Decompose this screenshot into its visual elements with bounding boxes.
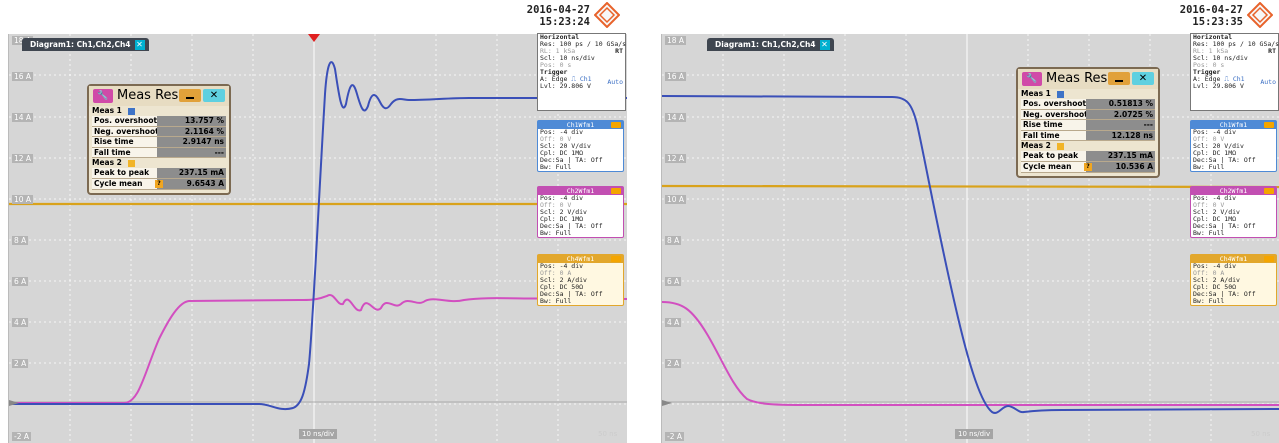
meas1-label: Meas 1 <box>1021 89 1051 98</box>
meas-row: Peak to peak 237.15 mA <box>92 168 226 179</box>
diagram-title: Diagram1: Ch1,Ch2,Ch4 <box>30 40 131 49</box>
meas-row: Cycle mean? 9.6543 A <box>92 178 226 190</box>
ground-marker-icon <box>9 400 19 406</box>
y-label: 4 A <box>12 318 29 327</box>
meas1-icon <box>127 107 135 115</box>
y-label: 8 A <box>12 236 29 245</box>
meas-row: Neg. overshoot 2.1164 % <box>92 126 226 138</box>
diagram-tab[interactable]: Diagram1: Ch1,Ch2,Ch4 ✕ <box>707 38 834 51</box>
ch2-wfm-panel[interactable]: Ch2Wfm1 Pos: -4 div Off: 0 V Scl: 2 V/div… <box>1190 186 1277 238</box>
timestamp-date: 2016-04-27 <box>1179 4 1243 16</box>
meas1-icon <box>1056 90 1064 98</box>
y-label: -2 A <box>665 432 684 441</box>
waveform-canvas <box>9 34 627 443</box>
diagram-title: Diagram1: Ch1,Ch2,Ch4 <box>715 40 816 49</box>
ch4-wfm-panel[interactable]: Ch4Wfm1 Pos: -4 div Off: 0 A Scl: 2 A/div… <box>537 254 624 306</box>
x-scale-label: 10 ns/div <box>299 429 338 439</box>
y-label: 16 A <box>12 72 34 81</box>
meas-title: Meas Resu <box>117 88 187 103</box>
ch2-trace <box>662 184 1279 189</box>
wrench-icon[interactable]: 🔧 <box>1022 72 1042 86</box>
meas-results-dialog[interactable]: 🔧 Meas Resu ✕ Meas 1 Pos. overshoot 0.518… <box>1016 67 1160 178</box>
y-label: 8 A <box>665 236 682 245</box>
ch4-trace <box>662 301 1279 406</box>
diagram-tab[interactable]: Diagram1: Ch1,Ch2,Ch4 ✕ <box>22 38 149 51</box>
y-label: 18 A <box>665 36 687 45</box>
meas-row: Pos. overshoot 0.51813 % <box>1021 99 1155 110</box>
right-scope-screenshot: 2016-04-27 15:23:35 <box>653 0 1279 443</box>
y-label: 10 A <box>12 195 34 204</box>
y-label: -2 A <box>12 432 31 441</box>
meas-row: Rise time --- <box>1021 120 1155 131</box>
ch1-trace <box>662 95 1279 414</box>
y-label: 12 A <box>665 154 687 163</box>
timestamp: 2016-04-27 15:23:24 <box>527 4 590 28</box>
y-label: 14 A <box>12 113 34 122</box>
meas-results-dialog[interactable]: 🔧 Meas Resu ✕ Meas 1 Pos. overshoot 13.75… <box>87 84 231 195</box>
meas-row: Fall time --- <box>92 147 226 159</box>
timestamp-date: 2016-04-27 <box>526 4 590 16</box>
ch1-trace <box>9 61 627 411</box>
y-label: 16 A <box>665 72 687 81</box>
close-icon[interactable]: ✕ <box>134 40 145 50</box>
x-end-label: 50 ns <box>1251 430 1271 438</box>
close-button[interactable]: ✕ <box>1132 72 1154 85</box>
timestamp-time: 15:23:24 <box>539 16 590 28</box>
grid <box>662 34 1279 443</box>
meas-row: Neg. overshoot 2.0725 % <box>1021 109 1155 121</box>
y-label: 12 A <box>12 154 34 163</box>
settings-panel: Horizontal Res: 100 ps / 10 GSa/s RL: 1 … <box>537 33 626 306</box>
horizontal-panel[interactable]: Horizontal Res: 100 ps / 10 GSa/s RL: 1 … <box>537 33 626 111</box>
y-label: 6 A <box>12 277 29 286</box>
ch2-wfm-panel[interactable]: Ch2Wfm1 Pos: -4 div Off: 0 V Scl: 2 V/div… <box>537 186 624 238</box>
rs-logo-icon <box>1247 2 1273 28</box>
waveform-canvas <box>662 34 1279 443</box>
y-label: 6 A <box>665 277 682 286</box>
close-icon[interactable]: ✕ <box>819 40 830 50</box>
waveform-diagram[interactable]: 18 A 16 A 14 A 12 A 10 A 8 A 6 A 4 A 2 A… <box>8 34 627 443</box>
timestamp: 2016-04-27 15:23:35 <box>1180 4 1243 28</box>
warning-icon: ? <box>1084 162 1092 171</box>
ch1-wfm-panel[interactable]: Ch1Wfm1 Pos: -4 div Off: 0 V Scl: 20 V/di… <box>537 120 624 172</box>
ch4-wfm-panel[interactable]: Ch4Wfm1 Pos: -4 div Off: 0 A Scl: 2 A/div… <box>1190 254 1277 306</box>
grid <box>9 34 627 443</box>
rs-logo-icon <box>594 2 620 28</box>
meas1-label: Meas 1 <box>92 106 122 115</box>
horizontal-panel[interactable]: Horizontal Res: 100 ps / 10 GSa/s RL: 1 … <box>1190 33 1279 111</box>
left-scope-screenshot: 2016-04-27 15:23:24 <box>0 0 627 443</box>
ch4-trace <box>9 294 627 404</box>
x-end-label: 50 ns <box>598 430 618 438</box>
ch1-wfm-panel[interactable]: Ch1Wfm1 Pos: -4 div Off: 0 V Scl: 20 V/di… <box>1190 120 1277 172</box>
minimize-button[interactable] <box>1108 72 1130 85</box>
meas-row: Fall time 12.128 ns <box>1021 130 1155 142</box>
ground-marker-icon <box>662 400 672 406</box>
meas2-label: Meas 2 <box>1021 141 1051 151</box>
close-button[interactable]: ✕ <box>203 89 225 102</box>
meas2-icon <box>1056 142 1064 150</box>
y-label: 2 A <box>12 359 29 368</box>
waveform-diagram[interactable]: 18 A 16 A 14 A 12 A 10 A 8 A 6 A 4 A 2 A… <box>661 34 1279 443</box>
y-label: 14 A <box>665 113 687 122</box>
meas-row: Rise time 2.9147 ns <box>92 137 226 148</box>
meas-row: Cycle mean? 10.536 A <box>1021 161 1155 173</box>
meas2-label: Meas 2 <box>92 158 122 168</box>
settings-panel: Horizontal Res: 100 ps / 10 GSa/s RL: 1 … <box>1190 33 1279 306</box>
y-label: 4 A <box>665 318 682 327</box>
meas2-icon <box>127 159 135 167</box>
meas-row: Pos. overshoot 13.757 % <box>92 116 226 127</box>
wrench-icon[interactable]: 🔧 <box>93 89 113 103</box>
meas-title: Meas Resu <box>1046 71 1116 86</box>
warning-icon: ? <box>155 179 163 188</box>
minimize-button[interactable] <box>179 89 201 102</box>
meas-row: Peak to peak 237.15 mA <box>1021 151 1155 162</box>
trigger-marker-icon <box>308 34 320 42</box>
timestamp-time: 15:23:35 <box>1192 16 1243 28</box>
y-label: 10 A <box>665 195 687 204</box>
x-scale-label: 10 ns/div <box>955 429 994 439</box>
y-label: 2 A <box>665 359 682 368</box>
